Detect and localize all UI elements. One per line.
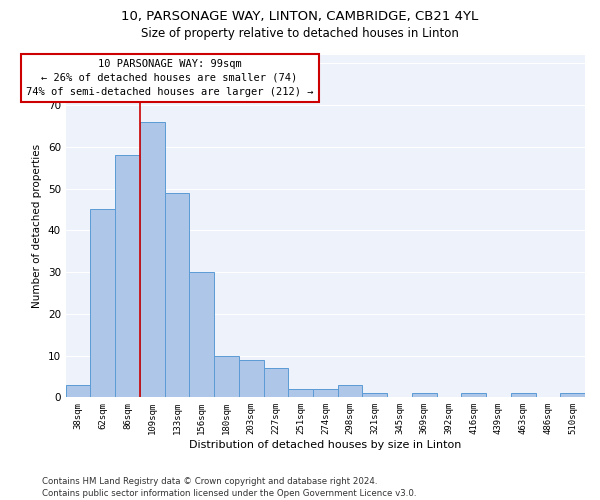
X-axis label: Distribution of detached houses by size in Linton: Distribution of detached houses by size … bbox=[189, 440, 461, 450]
Bar bbox=[263, 368, 288, 398]
Bar bbox=[338, 385, 362, 398]
Bar bbox=[91, 210, 115, 398]
Text: 10 PARSONAGE WAY: 99sqm
← 26% of detached houses are smaller (74)
74% of semi-de: 10 PARSONAGE WAY: 99sqm ← 26% of detache… bbox=[26, 59, 313, 97]
Bar bbox=[313, 389, 338, 398]
Text: 10, PARSONAGE WAY, LINTON, CAMBRIDGE, CB21 4YL: 10, PARSONAGE WAY, LINTON, CAMBRIDGE, CB… bbox=[121, 10, 479, 23]
Text: Size of property relative to detached houses in Linton: Size of property relative to detached ho… bbox=[141, 28, 459, 40]
Bar bbox=[288, 389, 313, 398]
Bar bbox=[214, 356, 239, 398]
Bar bbox=[511, 393, 536, 398]
Bar bbox=[190, 272, 214, 398]
Bar bbox=[239, 360, 263, 398]
Text: Contains HM Land Registry data © Crown copyright and database right 2024.
Contai: Contains HM Land Registry data © Crown c… bbox=[42, 476, 416, 498]
Bar bbox=[164, 193, 190, 398]
Bar bbox=[362, 393, 387, 398]
Bar bbox=[560, 393, 585, 398]
Bar bbox=[115, 155, 140, 398]
Bar bbox=[412, 393, 437, 398]
Y-axis label: Number of detached properties: Number of detached properties bbox=[32, 144, 42, 308]
Bar bbox=[140, 122, 164, 398]
Bar bbox=[66, 385, 91, 398]
Bar bbox=[461, 393, 486, 398]
